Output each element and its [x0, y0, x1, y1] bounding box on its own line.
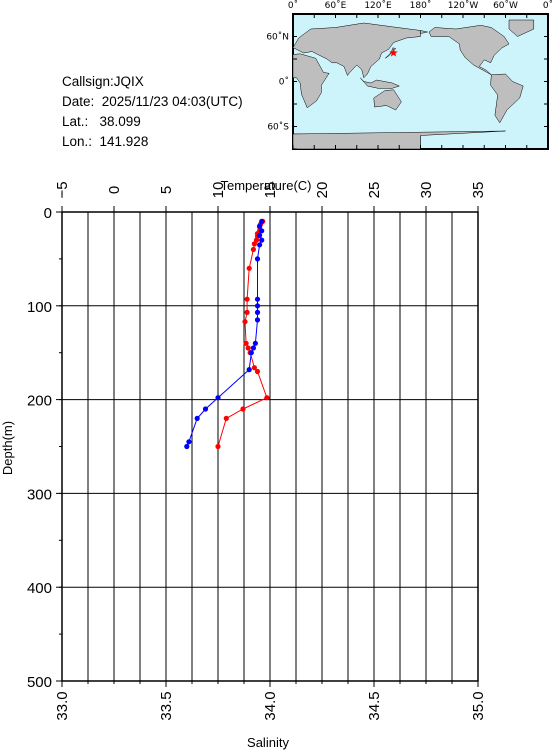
- temperature-tick-label: 15: [262, 182, 279, 199]
- map-landmass: [420, 30, 428, 34]
- temperature-tick-label: 35: [470, 182, 487, 199]
- temperature-data-point: [244, 309, 250, 315]
- depth-tick-label: 500: [27, 674, 52, 691]
- temperature-data-point: [253, 237, 260, 243]
- salinity-data-point: [259, 228, 265, 234]
- temperature-data-point: [251, 241, 257, 247]
- salinity-data-point: [202, 406, 209, 412]
- map-marker: [389, 48, 398, 57]
- salinity-data-point: [254, 303, 261, 309]
- salinity-data-point: [194, 415, 200, 421]
- map-lat-label: 60˚S: [267, 122, 289, 133]
- map-lon-label: 120˚E: [364, 0, 392, 11]
- temperature-data-point: [264, 395, 270, 401]
- temperature-data-point: [223, 415, 229, 421]
- longitude-text: Lon.: 141.928: [62, 134, 149, 149]
- temperature-tick-label: 10: [210, 182, 227, 199]
- callsign-text: Callsign:JQIX: [62, 74, 144, 89]
- map-landmass: [428, 25, 510, 76]
- map-lon-label: 60˚W: [493, 0, 518, 11]
- salinity-data-point: [215, 395, 221, 401]
- map-landmass: [508, 19, 535, 37]
- map-land: [292, 19, 535, 150]
- map-lon-label: 120˚W: [448, 0, 479, 11]
- salinity-data-point: [254, 296, 261, 302]
- depth-axis-title: Depth(m): [0, 421, 15, 475]
- salinity-data-point: [186, 439, 192, 445]
- temperature-data-point: [215, 443, 221, 450]
- temperature-data-point: [243, 340, 249, 346]
- salinity-profile-line: [186, 221, 263, 447]
- salinity-tick-label: 33.5: [158, 691, 175, 720]
- temperature-tick-label: 0: [106, 186, 123, 194]
- map-landmass: [373, 89, 402, 111]
- depth-tick-label: 300: [27, 486, 52, 503]
- map-ticks: [292, 13, 549, 150]
- map-lat-label: 60˚N: [266, 32, 289, 43]
- salinity-data-point: [250, 345, 256, 351]
- salinity-data-point: [259, 218, 265, 224]
- salinity-data-point: [257, 232, 263, 238]
- station-marker: [389, 48, 398, 57]
- temperature-tick-label: −5: [54, 181, 71, 198]
- depth-tick-label: 100: [27, 299, 52, 316]
- map-lon-label: 60˚E: [325, 0, 347, 11]
- map-landmass: [292, 22, 421, 79]
- map-landmass: [292, 53, 330, 109]
- salinity-tick-label: 35.0: [470, 691, 487, 720]
- depth-tick-label: 0: [44, 205, 52, 222]
- chart-grid: [62, 212, 478, 681]
- temperature-tick-label: 25: [366, 182, 383, 199]
- temperature-tick-label: 30: [418, 182, 435, 199]
- map-lon-label: 0˚: [288, 0, 298, 11]
- map-lat-label: 0˚: [279, 77, 289, 88]
- temperature-axis-title: Temperature(C): [220, 178, 311, 193]
- map-labels: 0˚ 60˚E 120˚E 180˚ 120˚W 60˚W 0˚ 60˚N 0˚ 60˚S: [266, 0, 553, 133]
- salinity-data-point: [259, 237, 265, 243]
- temperature-data-point: [242, 319, 248, 325]
- temperature-data-point: [251, 365, 257, 371]
- salinity-tick-label: 34.0: [262, 691, 279, 720]
- map-landmass: [360, 77, 401, 89]
- temperature-data-point: [246, 265, 252, 271]
- date-text: Date: 2025/11/23 04:03(UTC): [62, 94, 243, 109]
- temperature-data-point: [240, 406, 246, 412]
- salinity-tick-label: 34.5: [366, 691, 383, 720]
- depth-tick-label: 400: [27, 580, 52, 597]
- salinity-data-point: [252, 340, 258, 346]
- salinity-data-point: [184, 443, 190, 450]
- temperature-data-point: [244, 296, 250, 302]
- salinity-tick-label: 33.0: [54, 691, 71, 720]
- chart-series: [184, 218, 270, 450]
- temperature-tick-label: 20: [314, 182, 331, 199]
- temperature-data-point: [245, 345, 251, 351]
- map-lon-label: 0˚: [543, 0, 553, 11]
- salinity-data-point: [246, 367, 252, 373]
- temperature-data-point: [250, 246, 256, 253]
- salinity-data-point: [254, 256, 261, 262]
- depth-tick-label: 200: [27, 393, 52, 410]
- latitude-text: Lat.: 38.099: [62, 114, 141, 129]
- temperature-data-point: [254, 368, 261, 375]
- location-map: 0˚ 60˚E 120˚E 180˚ 120˚W 60˚W 0˚ 60˚N 0˚ 60˚S: [266, 0, 553, 150]
- salinity-axis-title: Salinity: [247, 735, 289, 750]
- map-landmass: [490, 73, 524, 124]
- salinity-data-point: [248, 350, 254, 356]
- map-lon-label: 180˚: [410, 0, 432, 11]
- salinity-data-point: [257, 223, 263, 229]
- temperature-tick-label: 5: [158, 186, 175, 194]
- station-info: Callsign:JQIX Date: 2025/11/23 04:03(UTC…: [62, 72, 243, 152]
- salinity-data-point: [254, 317, 261, 323]
- temperature-profile-line: [217, 221, 268, 447]
- salinity-data-point: [254, 309, 261, 315]
- salinity-data-point: [257, 242, 263, 248]
